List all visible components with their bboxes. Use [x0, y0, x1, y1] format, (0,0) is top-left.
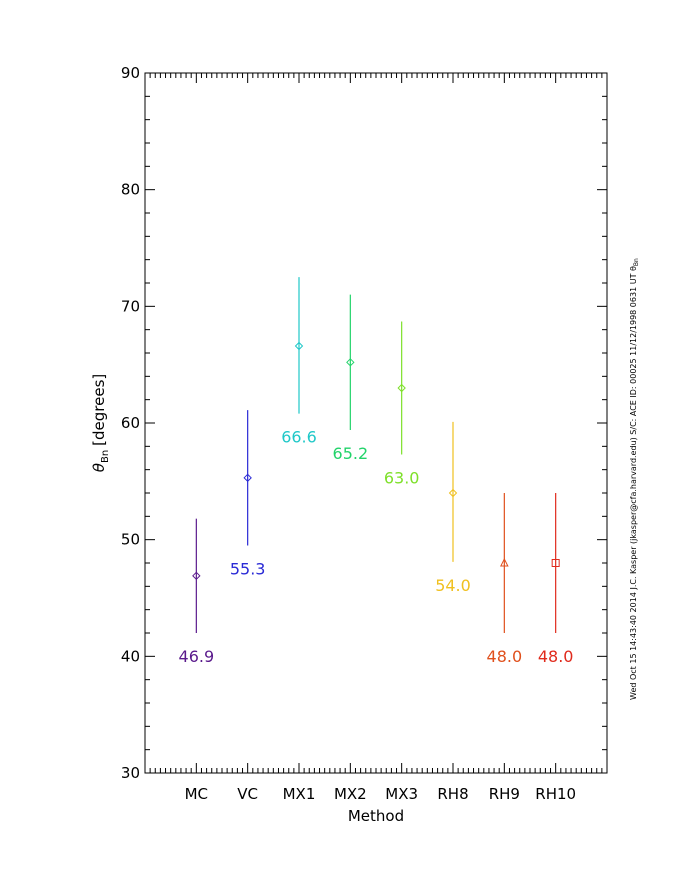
- value-label: 54.0: [435, 576, 471, 595]
- x-axis-title: Method: [348, 807, 404, 825]
- diamond-marker: [448, 488, 458, 498]
- data-markers: [192, 341, 560, 581]
- y-tick-label: 50: [121, 531, 140, 549]
- y-axis-title: θBn [degrees]: [90, 374, 111, 472]
- axes: [144, 72, 608, 774]
- x-tick-label: MX1: [283, 785, 316, 803]
- diamond-marker: [346, 358, 355, 367]
- x-tick-labels: MC VC MX1 MX2 MX3 RH8 RH9 RH10: [185, 785, 576, 803]
- error-bars: [195, 277, 557, 633]
- y-axis-units: [degrees]: [90, 374, 108, 446]
- y-tick-label: 80: [121, 181, 140, 199]
- y-axis-subscript: Bn: [100, 450, 111, 463]
- value-label: 63.0: [384, 469, 420, 488]
- diamond-marker: [192, 571, 201, 581]
- value-label: 55.3: [230, 560, 266, 579]
- x-tick-label: MC: [185, 785, 208, 803]
- value-label: 46.9: [179, 647, 215, 666]
- diamond-marker: [243, 473, 252, 483]
- x-tick-label: VC: [237, 785, 258, 803]
- axis-ticks: [144, 72, 608, 774]
- value-label: 65.2: [333, 444, 369, 463]
- y-tick-label: 30: [121, 764, 140, 782]
- x-tick-label: RH8: [437, 785, 468, 803]
- y-tick-label: 90: [121, 64, 140, 82]
- y-tick-label: 40: [121, 647, 140, 665]
- triangle-marker: [500, 557, 509, 567]
- y-tick-labels: 30 40 50 60 70 80 90: [121, 64, 140, 782]
- diamond-marker: [397, 383, 406, 393]
- y-axis-symbol: θ: [90, 463, 108, 472]
- plot-frame: [144, 72, 608, 774]
- x-tick-label: MX3: [385, 785, 418, 803]
- x-tick-label: RH10: [535, 785, 576, 803]
- square-marker: [551, 559, 560, 567]
- diamond-marker: [294, 341, 304, 351]
- y-tick-label: 70: [121, 297, 140, 315]
- value-label: 66.6: [281, 428, 317, 447]
- y-tick-label: 60: [121, 414, 140, 432]
- value-label: 48.0: [538, 647, 574, 666]
- plot-footer-note: Wed Oct 15 14:43:40 2014 J.C. Kasper (jk…: [629, 258, 640, 700]
- x-tick-label: RH9: [489, 785, 520, 803]
- value-labels: 46.9 55.3 66.6 65.2 63.0 54.0 48.0 48.0: [179, 428, 574, 666]
- value-label: 48.0: [487, 647, 523, 666]
- x-tick-label: MX2: [334, 785, 367, 803]
